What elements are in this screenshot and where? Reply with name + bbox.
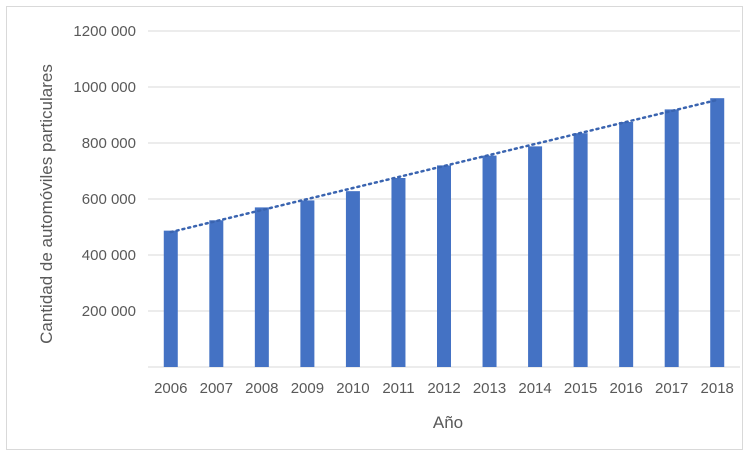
y-tick-label: 1200 000: [73, 23, 136, 40]
bar-2013: [482, 155, 497, 367]
bar-2012: [437, 165, 451, 367]
y-tick-label: 400 000: [82, 247, 136, 264]
bar-2016: [619, 122, 634, 367]
x-tick-label: 2014: [518, 380, 551, 397]
x-tick-labels: 2006 2007 2008 2009 2010 2011 2012 2013 2014 2015…: [154, 380, 734, 397]
bar-2015: [573, 133, 588, 367]
bar-2010: [345, 191, 360, 367]
bars: [163, 98, 725, 368]
trendline-group: [169, 98, 719, 234]
x-tick-label: 2013: [473, 380, 506, 397]
bar-2017: [664, 109, 679, 368]
x-tick-label: 2016: [609, 380, 642, 397]
bar-2011: [391, 178, 406, 367]
y-tick-label: 600 000: [82, 191, 136, 208]
x-axis-title: Año: [433, 413, 463, 432]
x-tick-label: 2015: [564, 380, 597, 397]
grid-lines: [148, 30, 740, 368]
x-tick-label: 2017: [655, 380, 688, 397]
x-tick-label: 2011: [382, 380, 414, 397]
bar-2018: [710, 98, 725, 367]
y-tick-label: 200 000: [82, 303, 136, 320]
x-tick-label: 2009: [291, 380, 324, 397]
x-tick-label: 2018: [701, 380, 734, 397]
bar-2014: [528, 146, 543, 367]
bar-2006: [163, 230, 178, 367]
y-tick-label: 1000 000: [73, 79, 136, 96]
bar-2007: [209, 220, 224, 367]
bar-2008: [254, 207, 269, 367]
x-tick-label: 2007: [200, 380, 233, 397]
y-axis-title: Cantidad de automóviles particulares: [37, 64, 56, 344]
y-tick-label: 800 000: [82, 135, 136, 152]
y-tick-labels: 200 000 400 000 600 000 800 000 1000 000 1200…: [73, 23, 136, 320]
trendline: [169, 98, 719, 234]
x-tick-label: 2012: [427, 380, 460, 397]
x-tick-label: 2010: [336, 380, 369, 397]
x-tick-label: 2006: [154, 380, 187, 397]
bar-2009: [300, 200, 315, 367]
x-tick-label: 2008: [245, 380, 278, 397]
